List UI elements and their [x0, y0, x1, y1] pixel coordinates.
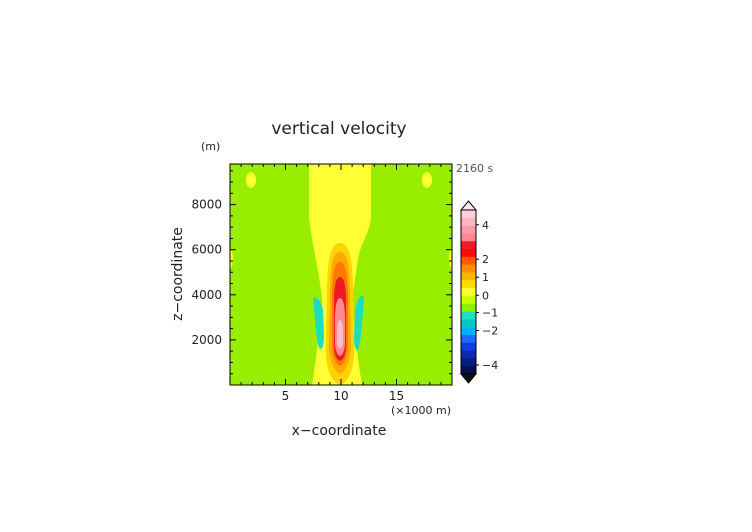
colorbar-frame [460, 209, 477, 375]
colorbar-level [461, 327, 476, 336]
x-tick-label: 10 [333, 389, 348, 403]
right-edge-band [449, 248, 452, 270]
colorbar-top-triangle [459, 200, 478, 211]
colorbar-tick-label: 4 [482, 219, 489, 232]
colorbar-tick-label: 2 [482, 253, 489, 266]
contour-field [230, 164, 452, 385]
colorbar-bottom-triangle [459, 373, 478, 384]
x-tick-label: 15 [389, 389, 404, 403]
left-edge-band [230, 248, 233, 270]
colorbar-level [461, 233, 476, 242]
y-tick-label: 8000 [191, 198, 222, 212]
updraft-core-lightpink [337, 320, 343, 348]
colorbar-level [461, 342, 476, 351]
colorbar-level [461, 334, 476, 344]
x-axis: 5 10 15 [240, 164, 442, 403]
colorbar-level [461, 295, 476, 305]
y-axis-label: z−coordinate [170, 227, 186, 321]
colorbar-level [461, 319, 476, 328]
x-axis-label: x−coordinate [292, 423, 387, 439]
colorbar-level [461, 311, 476, 320]
colorbar-tick-label: −4 [482, 359, 498, 372]
colorbar-level [461, 210, 476, 219]
colorbar: 4 2 1 0 −1 −2 −4 [459, 200, 498, 384]
right-downdraft-flank [354, 295, 364, 351]
colorbar-level [461, 280, 476, 289]
colorbar-level [461, 303, 476, 312]
colorbar-tick-label: −1 [482, 307, 498, 320]
colorbar-level [461, 272, 476, 281]
y-unit-label: (m) [201, 140, 220, 153]
left-downdraft-flank [313, 297, 324, 350]
time-label: 2160 s [456, 162, 493, 175]
colorbar-level [461, 366, 476, 375]
top-left-yellow-blob [246, 172, 256, 188]
chart-title: vertical velocity [271, 119, 406, 139]
colorbar-level [461, 256, 476, 265]
colorbar-tick-label: −2 [482, 325, 498, 338]
colorbar-level [461, 225, 476, 234]
colorbar-level [461, 249, 476, 258]
colorbar-tick-label: 0 [482, 289, 489, 302]
y-tick-label: 4000 [191, 288, 222, 302]
colorbar-level [461, 217, 476, 226]
colorbar-level [461, 358, 476, 367]
colorbar-level [461, 350, 476, 359]
colorbar-level [461, 241, 476, 250]
y-tick-label: 6000 [191, 243, 222, 257]
y-axis: 2000 4000 6000 8000 [191, 170, 452, 375]
colorbar-level [461, 288, 476, 297]
top-right-yellow-blob [422, 172, 432, 188]
x-tick-label: 5 [282, 389, 290, 403]
colorbar-tick-label: 1 [482, 271, 489, 284]
y-tick-label: 2000 [191, 333, 222, 347]
colorbar-level [461, 264, 476, 273]
x-unit-label: (×1000 m) [391, 404, 451, 417]
